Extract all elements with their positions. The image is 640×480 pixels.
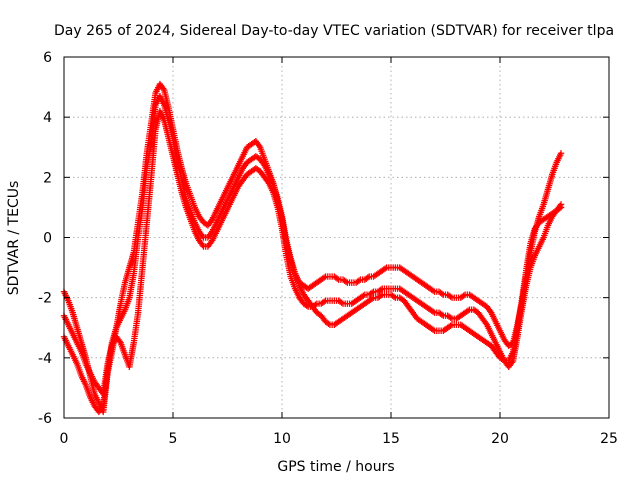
data-point-fill (320, 274, 328, 281)
data-point-fill (429, 308, 437, 315)
y-tick-label: -2 (38, 291, 52, 307)
data-point-fill (447, 322, 454, 329)
x-tick-label: 10 (273, 431, 291, 447)
data-point-fill (342, 278, 350, 285)
data-point-fill (447, 293, 454, 300)
y-tick-label: 6 (43, 50, 52, 66)
data-point-fill (429, 287, 437, 294)
data-point-fill (368, 295, 376, 302)
x-tick-label: 15 (382, 431, 400, 447)
y-tick-label: -6 (38, 411, 52, 427)
data-point-fill (390, 293, 398, 300)
data-point-fill (334, 275, 341, 282)
y-tick-label: 2 (43, 170, 52, 186)
data-point-fill (368, 289, 376, 296)
data-point-fill (460, 292, 467, 299)
x-tick-label: 25 (600, 431, 618, 447)
data-point-fill (355, 277, 363, 284)
y-tick-label: 0 (43, 231, 52, 247)
data-point-fill (320, 298, 328, 305)
data-point-fill (381, 265, 389, 272)
x-tick-label: 0 (60, 431, 69, 447)
data-point-fill (377, 286, 385, 293)
x-tick-label: 20 (491, 431, 509, 447)
x-axis-label: GPS time / hours (277, 459, 394, 475)
data-point-fill (464, 307, 472, 314)
data-point-fill (499, 356, 507, 364)
x-tick-label: 5 (169, 431, 178, 447)
data-point-fill (447, 314, 454, 321)
data-point-fill (377, 292, 385, 299)
data-point (557, 150, 565, 157)
data-point-fill (429, 326, 437, 333)
data-point-fill (364, 274, 371, 281)
y-axis-label: SDTVAR / TECUs (6, 181, 22, 296)
chart-title: Day 265 of 2024, Sidereal Day-to-day VTE… (54, 23, 614, 39)
data-point-fill (338, 299, 345, 306)
y-tick-label: -4 (38, 351, 52, 367)
data-point-fill (325, 320, 332, 327)
axis-ticks: 0 5 10 15 20 25 -6 -4 -2 0 2 4 6 (38, 50, 618, 447)
data-point (557, 204, 565, 211)
data-point-fill (360, 292, 367, 299)
data-points (60, 80, 565, 416)
data-point-fill (438, 311, 446, 318)
data-point-fill (438, 290, 446, 297)
data-point-fill (556, 205, 563, 212)
y-tick-label: 4 (43, 110, 52, 126)
